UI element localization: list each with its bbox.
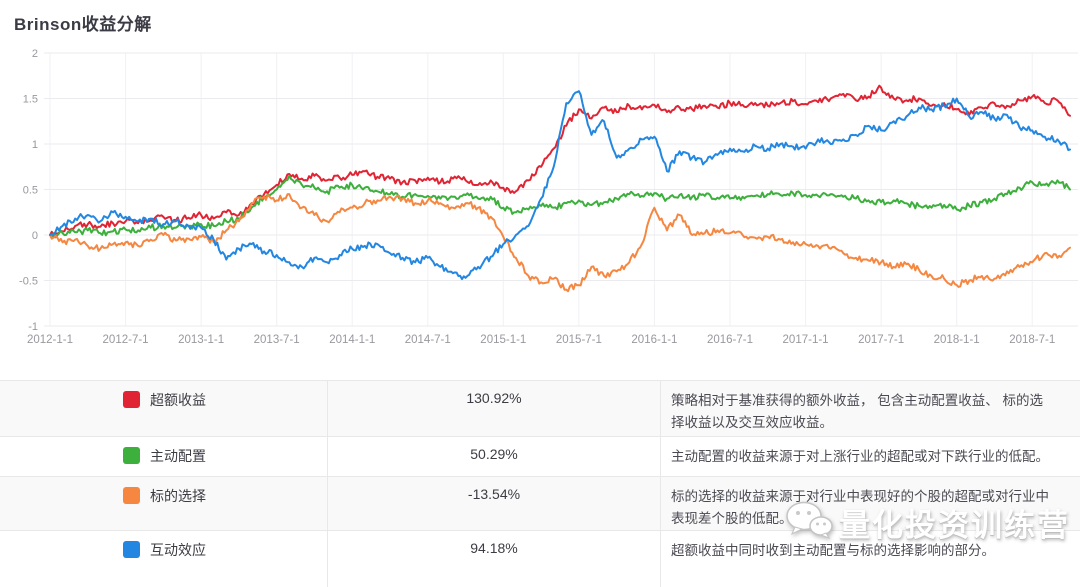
legend-swatch-orange xyxy=(123,487,140,504)
table-row: 超额收益 130.92% 策略相对于基准获得的额外收益， 包含主动配置收益、 标… xyxy=(0,381,1080,437)
svg-text:1: 1 xyxy=(32,139,38,151)
legend-table: 超额收益 130.92% 策略相对于基准获得的额外收益， 包含主动配置收益、 标… xyxy=(0,380,1080,587)
table-row: 主动配置 50.29% 主动配置的收益来源于对上涨行业的超配或对下跌行业的低配。 xyxy=(0,437,1080,477)
svg-text:2013-7-1: 2013-7-1 xyxy=(254,334,300,346)
svg-text:2013-1-1: 2013-1-1 xyxy=(178,334,224,346)
line-chart-canvas[interactable]: 2012-1-1 2012-7-1 2013-1-1 2013-7-1 2014-1-1… xyxy=(0,0,1080,358)
series-value: -13.54% xyxy=(328,477,661,530)
svg-text:-0.5: -0.5 xyxy=(19,276,38,288)
series-description: 超额收益中同时收到主动配置与标的选择影响的部分。 xyxy=(671,543,995,558)
svg-text:2014-7-1: 2014-7-1 xyxy=(405,334,451,346)
wechat-icon xyxy=(785,500,833,545)
page-title: Brinson收益分解 xyxy=(14,15,152,34)
series-value: 130.92% xyxy=(328,381,661,436)
series-description: 策略相对于基准获得的额外收益， 包含主动配置收益、 标的选择收益以及交互效应收益… xyxy=(671,393,1044,430)
svg-text:2017-7-1: 2017-7-1 xyxy=(858,334,904,346)
series-value: 94.18% xyxy=(328,531,661,587)
legend-swatch-blue xyxy=(123,541,140,558)
svg-text:2015-1-1: 2015-1-1 xyxy=(480,334,526,346)
series-label: 主动配置 xyxy=(150,448,206,464)
series-label: 标的选择 xyxy=(150,488,206,504)
svg-text:2012-1-1: 2012-1-1 xyxy=(27,334,73,346)
table-row: 标的选择 -13.54% 标的选择的收益来源于对行业中表现好的个股的超配或对行业… xyxy=(0,477,1080,531)
series-label: 互动效应 xyxy=(150,542,206,558)
svg-text:2015-7-1: 2015-7-1 xyxy=(556,334,602,346)
svg-text:0.5: 0.5 xyxy=(23,185,38,197)
legend-cell: 主动配置 xyxy=(0,437,328,476)
svg-text:2018-1-1: 2018-1-1 xyxy=(934,334,980,346)
svg-text:2018-7-1: 2018-7-1 xyxy=(1009,334,1055,346)
svg-text:2012-7-1: 2012-7-1 xyxy=(103,334,149,346)
svg-text:0: 0 xyxy=(32,230,38,242)
svg-text:2014-1-1: 2014-1-1 xyxy=(329,334,375,346)
watermark: 量化投资训练营 xyxy=(785,500,1070,545)
legend-cell: 互动效应 xyxy=(0,531,328,587)
legend-swatch-red xyxy=(123,391,140,408)
watermark-text: 量化投资训练营 xyxy=(839,508,1070,543)
legend-cell: 超额收益 xyxy=(0,381,328,436)
svg-text:2017-1-1: 2017-1-1 xyxy=(783,334,829,346)
svg-text:2016-1-1: 2016-1-1 xyxy=(631,334,677,346)
svg-text:2: 2 xyxy=(32,48,38,60)
legend-cell: 标的选择 xyxy=(0,477,328,530)
series-description: 主动配置的收益来源于对上涨行业的超配或对下跌行业的低配。 xyxy=(671,449,1049,464)
series-label: 超额收益 xyxy=(150,392,206,408)
svg-text:2016-7-1: 2016-7-1 xyxy=(707,334,753,346)
table-row: 互动效应 94.18% 超额收益中同时收到主动配置与标的选择影响的部分。 xyxy=(0,531,1080,587)
svg-text:-1: -1 xyxy=(28,321,38,333)
series-description: 标的选择的收益来源于对行业中表现好的个股的超配或对行业中表现差个股的低配。 xyxy=(671,489,1049,526)
series-value: 50.29% xyxy=(328,437,661,476)
legend-swatch-green xyxy=(123,447,140,464)
svg-text:1.5: 1.5 xyxy=(23,94,38,106)
